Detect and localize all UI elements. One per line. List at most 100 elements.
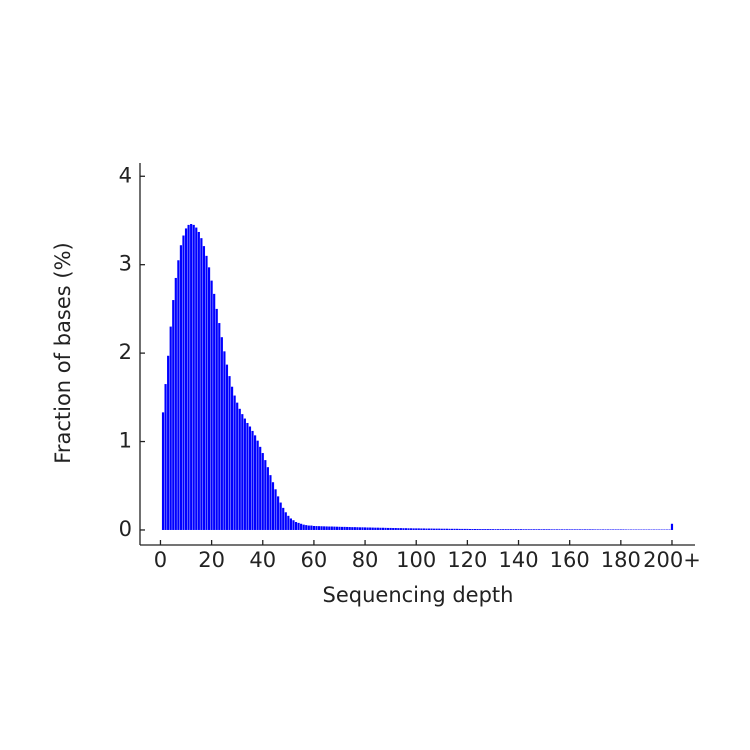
bar — [218, 323, 221, 530]
bar — [466, 528, 469, 530]
bar — [486, 529, 489, 530]
bar — [190, 224, 193, 530]
bar — [277, 496, 280, 530]
bar — [522, 529, 525, 530]
bar — [589, 529, 592, 530]
bar — [323, 526, 326, 530]
bar — [468, 528, 472, 530]
bar — [445, 528, 448, 530]
bar — [471, 528, 474, 530]
bar — [305, 525, 308, 530]
y-tick-label: 1 — [119, 429, 132, 453]
bar — [210, 280, 213, 530]
bar — [599, 529, 602, 530]
bar — [514, 529, 518, 530]
bar — [361, 527, 364, 530]
bar — [312, 525, 316, 530]
bar — [496, 529, 500, 530]
bar — [351, 527, 354, 530]
y-tick-label: 4 — [119, 163, 132, 187]
bar — [578, 529, 581, 530]
bar — [164, 384, 167, 530]
bar — [571, 529, 574, 530]
bar — [307, 525, 310, 530]
bar — [463, 528, 466, 530]
bar — [606, 529, 610, 530]
bar — [174, 277, 177, 530]
bar — [558, 529, 561, 530]
bar — [509, 529, 512, 530]
bar — [310, 525, 313, 530]
x-tick-label: 60 — [301, 548, 328, 572]
bar — [502, 529, 505, 530]
bar — [233, 395, 236, 530]
x-tick-label: 80 — [352, 548, 379, 572]
bar — [430, 528, 433, 530]
y-tick-label: 2 — [119, 340, 132, 364]
bar — [596, 529, 599, 530]
bar — [407, 528, 410, 530]
bar — [619, 529, 622, 530]
bar — [397, 528, 400, 530]
bar — [177, 260, 180, 530]
bar — [207, 267, 211, 530]
bar — [404, 528, 408, 530]
bar — [537, 529, 541, 530]
bar — [223, 351, 226, 530]
bar — [369, 527, 372, 530]
bar — [479, 529, 482, 530]
bar — [494, 529, 497, 530]
bar — [435, 528, 438, 530]
bar — [512, 529, 515, 530]
bar — [169, 326, 172, 530]
x-tick-label: 120 — [447, 548, 487, 572]
x-tick-label: 180 — [601, 548, 641, 572]
bar — [179, 245, 183, 530]
bar — [274, 489, 277, 530]
bar — [566, 529, 569, 530]
bar — [461, 528, 464, 530]
bar — [422, 528, 425, 530]
bar — [553, 529, 556, 530]
bar — [399, 528, 402, 530]
bar — [353, 527, 356, 530]
bar — [394, 528, 397, 530]
bar — [410, 528, 413, 530]
bar — [300, 523, 303, 530]
bar — [433, 528, 436, 530]
x-tick-label: 20 — [198, 548, 225, 572]
bar — [374, 527, 377, 530]
bar — [292, 520, 295, 530]
bar — [184, 228, 188, 530]
bar — [248, 426, 252, 530]
bar — [573, 529, 576, 530]
bar — [195, 227, 198, 530]
bar — [251, 430, 254, 530]
bar — [238, 408, 241, 530]
x-tick-label: 140 — [498, 548, 538, 572]
bar — [576, 529, 579, 530]
bar — [197, 231, 200, 530]
x-axis-label: Sequencing depth — [323, 583, 514, 607]
bar — [476, 528, 479, 530]
bar — [448, 528, 451, 530]
bar — [348, 527, 351, 530]
bar — [338, 526, 341, 530]
bar — [376, 527, 379, 530]
bar — [254, 435, 257, 530]
bar — [220, 337, 223, 530]
bar — [315, 526, 318, 530]
bar — [200, 238, 203, 530]
bar — [438, 528, 441, 530]
y-tick-label: 3 — [119, 252, 132, 276]
bar — [481, 529, 484, 530]
bar — [614, 529, 617, 530]
bar — [456, 528, 459, 530]
bar — [517, 529, 520, 530]
bar — [601, 529, 605, 530]
bar — [335, 526, 339, 530]
bar — [543, 529, 546, 530]
y-tick-label: 0 — [119, 517, 132, 541]
bar — [527, 529, 530, 530]
